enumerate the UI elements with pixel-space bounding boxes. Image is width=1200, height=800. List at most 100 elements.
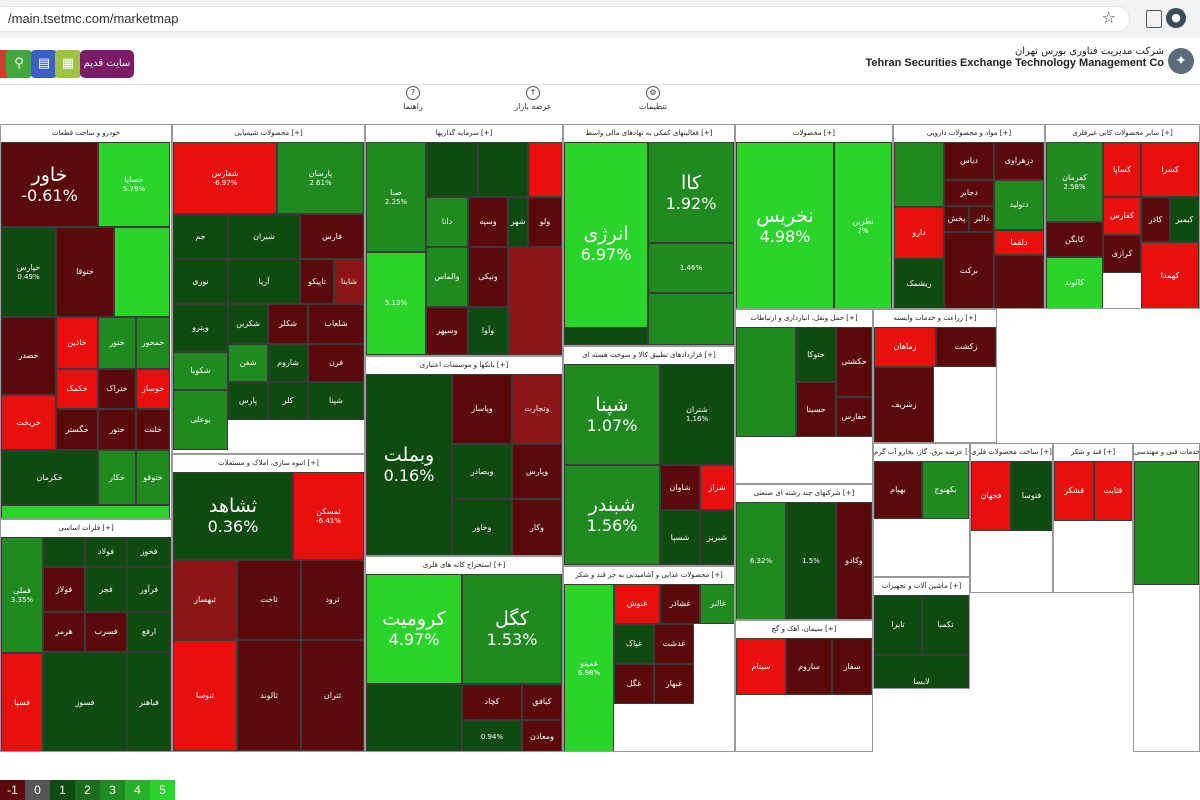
sector-block[interactable]: انبوه سازی، املاک و مستغلات [+] ثشاهد 0.36… [172, 454, 365, 752]
stock-cell[interactable]: دجابر [944, 180, 994, 206]
stock-cell[interactable]: فسپا [1, 653, 43, 751]
stock-cell[interactable]: سیتام [736, 638, 786, 695]
market-offer-button[interactable]: ↑ عرضه بازار [498, 86, 568, 111]
stock-cell[interactable]: ختور [98, 317, 136, 369]
stock-cell[interactable]: کلر [268, 382, 308, 420]
stock-cell[interactable]: کاا 1.92% [648, 142, 734, 243]
sector-block[interactable]: خدمات فنی و مهندسی [+] [1133, 443, 1200, 752]
sector-title[interactable]: مخصولات [+] [736, 125, 892, 143]
stock-cell[interactable]: فجر [85, 567, 127, 612]
stock-cell[interactable]: کاذر [1141, 197, 1170, 242]
profile-avatar[interactable]: ● [1166, 8, 1186, 28]
stock-cell[interactable]: وکادو [836, 502, 872, 619]
stock-cell[interactable]: شبریز [700, 510, 734, 565]
stock-cell[interactable]: ختراک [98, 369, 136, 409]
sector-title[interactable]: انبوه سازی، املاک و مستغلات [+] [173, 455, 364, 473]
stock-cell[interactable]: وآوا [468, 307, 508, 355]
stock-cell[interactable]: شاروم [268, 344, 308, 382]
stock-cell[interactable]: دزهراوی [994, 142, 1044, 180]
stock-cell[interactable]: کابگن [1046, 222, 1103, 257]
stock-cell[interactable]: شکویا [173, 352, 228, 390]
stock-cell[interactable]: غگل [614, 664, 654, 704]
stock-cell[interactable]: خکار [98, 450, 136, 505]
stock-cell[interactable]: کسرا [1141, 142, 1199, 197]
stock-cell[interactable]: خاور -0.61% [1, 142, 98, 227]
stock-cell[interactable]: ثتران [301, 640, 364, 751]
stock-cell[interactable]: شبندر 1.56% [564, 465, 660, 565]
sector-block[interactable]: قراردادهای تطبیق کالا و سوخت هسته ای [+]… [563, 346, 735, 566]
stock-cell[interactable]: والماس [426, 247, 468, 307]
stock-cell[interactable]: حسینا [796, 382, 836, 437]
stock-cell[interactable]: شاینا [334, 259, 364, 304]
sector-title[interactable]: خودرو و ساخت قطعات [1, 125, 171, 143]
sector-title[interactable]: مواد و محصولات دارویی [+] [894, 125, 1044, 143]
stock-cell[interactable]: صبا 2.25% [366, 142, 426, 252]
stock-cell[interactable] [994, 255, 1044, 308]
stock-cell[interactable]: ثرود [301, 560, 364, 640]
stock-cell[interactable]: خگستر [56, 409, 98, 450]
sector-title[interactable]: استخراج کانه های فلزی [+] [366, 557, 562, 575]
sector-title[interactable]: محصولات غذایی و آشامیدنی به جز قند و شکر… [564, 567, 734, 585]
stock-cell[interactable]: دتولید [994, 180, 1044, 230]
sector-block[interactable]: قند و شکر [+] قشکر قثابت [1053, 443, 1133, 593]
stock-cell[interactable]: کهمدا [1141, 242, 1199, 308]
sector-title[interactable]: محصولات شیمیایی [+] [173, 125, 364, 143]
stock-cell[interactable]: وسپه [468, 197, 508, 247]
stock-cell[interactable] [564, 327, 648, 345]
calendar-icon[interactable]: ▤ [31, 50, 57, 78]
sector-title[interactable]: فلزات اساسی [+] [1, 520, 171, 538]
stock-cell[interactable]: وسپهر [426, 307, 468, 355]
stock-cell[interactable]: فولاد [85, 537, 127, 567]
sector-block[interactable]: حمل ونقل، انبارداری و ارتباطات [+] حتوکا ح… [735, 309, 873, 484]
stock-cell[interactable]: بهپام [874, 461, 922, 519]
stock-cell[interactable]: پارسان 2.61% [277, 142, 364, 214]
stock-cell[interactable]: 0.94% [462, 720, 522, 751]
stock-cell[interactable] [43, 537, 85, 567]
sector-title[interactable]: ماشین آلات و تجهیزات [+] [874, 578, 969, 596]
sidepanel-icon[interactable] [1146, 10, 1162, 28]
stock-cell[interactable]: پخش [944, 206, 969, 232]
sector-block[interactable]: استخراج کانه های فلزی [+] کرومیت 4.97% کگل 1… [365, 556, 563, 752]
stock-cell[interactable]: ثبهساز [173, 560, 237, 640]
stock-cell[interactable]: فخوز [127, 537, 171, 567]
sector-title[interactable]: سیمان، آهک و گچ [+] [736, 621, 872, 639]
stock-cell[interactable]: شفن [228, 344, 268, 382]
stock-cell[interactable]: فملی 3.35% [1, 537, 43, 653]
stock-cell[interactable]: دارو [894, 207, 944, 259]
stock-cell[interactable]: ساروم [786, 638, 832, 695]
sector-block[interactable]: محصولات غذایی و آشامیدنی به جز قند و شکر… [563, 566, 735, 752]
stock-cell[interactable] [894, 142, 944, 207]
sector-title[interactable]: فعالیتهای کمکی به نهادهای مالی واسط [+] [564, 125, 734, 143]
stock-cell[interactable]: فباهنر [127, 652, 171, 751]
stock-cell[interactable]: کگل 1.53% [462, 574, 562, 684]
stock-cell[interactable]: غمینو 6.98% [564, 584, 614, 751]
stock-cell[interactable]: خمحور [136, 317, 170, 369]
stock-cell[interactable]: حفارس [836, 397, 872, 437]
stock-cell[interactable]: فارس [300, 214, 364, 259]
sector-block[interactable]: زراعت و خدمات وابسته [+] زماهان زکشت زشریف [873, 309, 997, 443]
stock-cell[interactable]: فولاژ [43, 567, 85, 612]
stock-cell[interactable] [736, 327, 796, 437]
stock-cell[interactable]: شکلر [268, 304, 308, 344]
stock-cell[interactable]: 1.46% [648, 243, 734, 293]
stock-cell[interactable]: کیمیر [1170, 197, 1199, 242]
grid-icon[interactable]: ▦ [55, 50, 81, 78]
sector-title[interactable]: خدمات فنی و مهندسی [+] [1134, 444, 1199, 462]
stock-cell[interactable]: انرژی 6.97% [564, 142, 648, 345]
stock-cell[interactable]: خصدر [1, 317, 56, 395]
sector-block[interactable]: بانکها و موسسات اعتباری [+] وبملت 0.16% وپا… [365, 356, 563, 556]
stock-cell[interactable]: شراز [700, 465, 734, 510]
stock-cell[interactable] [1134, 461, 1199, 585]
sector-block[interactable]: خودرو و ساخت قطعات خاور -0.61% خساپا 5.79% خپ… [0, 124, 172, 519]
stock-cell[interactable]: 1.5% [786, 502, 836, 619]
stock-cell[interactable]: حکشتی [836, 327, 872, 397]
stock-cell[interactable]: قثابت [1094, 461, 1132, 521]
stock-cell[interactable]: وپترو [173, 304, 228, 352]
stock-cell[interactable]: شاوان [660, 465, 700, 510]
stock-cell[interactable]: فرآور [127, 567, 171, 612]
stock-cell[interactable] [426, 142, 478, 197]
stock-cell[interactable]: کفارس [1103, 197, 1141, 235]
stock-cell[interactable]: خوساز [136, 369, 170, 409]
stock-cell[interactable]: زشریف [874, 367, 934, 442]
stock-cell[interactable]: 6.32% [736, 502, 786, 619]
